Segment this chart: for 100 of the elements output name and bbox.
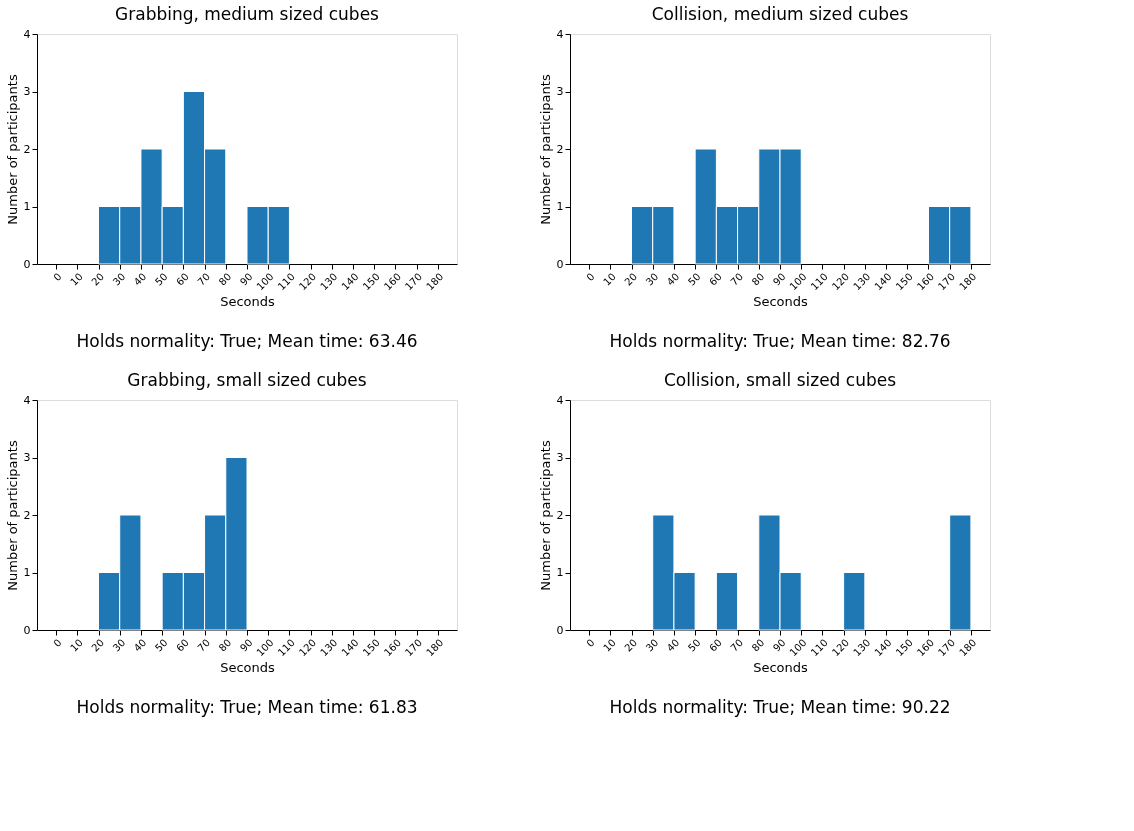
x-tick-label: 130 bbox=[851, 636, 873, 659]
x-axis-title: Seconds bbox=[753, 294, 809, 310]
x-tick-label: 160 bbox=[381, 270, 404, 293]
x-axis-title: Seconds bbox=[220, 294, 276, 310]
x-tick-label: 40 bbox=[131, 270, 149, 288]
x-tick-label: 90 bbox=[770, 270, 788, 288]
y-tick-label: 0 bbox=[23, 257, 31, 271]
y-tick-label: 3 bbox=[556, 85, 564, 98]
x-axis-title: Seconds bbox=[753, 660, 809, 676]
text: Holds normality: True; Mean time: 61.83 bbox=[76, 697, 418, 717]
x-tick-label: 170 bbox=[935, 270, 958, 293]
x-tick-label: 90 bbox=[237, 270, 255, 288]
x-tick-label: 150 bbox=[360, 270, 382, 293]
x-tick-label: 180 bbox=[957, 270, 979, 293]
y-tick-label: 2 bbox=[556, 142, 564, 156]
text: Holds normality: True; Mean time: 82.76 bbox=[609, 331, 951, 351]
x-tick-label: 80 bbox=[216, 636, 234, 654]
x-axis-title: Seconds bbox=[220, 660, 276, 676]
y-tick-label: 1 bbox=[23, 566, 31, 579]
x-tick-label: 0 bbox=[584, 270, 597, 284]
x-tick-label: 110 bbox=[808, 636, 830, 659]
x-tick-label: 50 bbox=[685, 636, 703, 654]
x-tick-label: 80 bbox=[749, 636, 767, 654]
y-tick-label: 3 bbox=[23, 85, 31, 98]
y-tick-label: 2 bbox=[23, 142, 31, 156]
x-tick-label: 90 bbox=[237, 636, 255, 654]
x-tick-label: 130 bbox=[318, 270, 340, 293]
x-tick-label: 10 bbox=[68, 636, 85, 654]
x-tick-label: 70 bbox=[728, 270, 746, 288]
x-tick-label: 40 bbox=[664, 270, 682, 288]
x-tick-label: 50 bbox=[152, 636, 170, 654]
text: Holds normality: True; Mean time: 63.46 bbox=[76, 331, 418, 351]
x-tick-label: 30 bbox=[110, 270, 128, 288]
x-tick-label: 10 bbox=[68, 270, 85, 288]
x-tick-label: 150 bbox=[893, 270, 915, 293]
x-tick-label: 100 bbox=[254, 270, 276, 293]
x-tick-label: 130 bbox=[851, 270, 873, 293]
x-tick-label: 140 bbox=[872, 636, 894, 659]
x-tick-label: 120 bbox=[296, 270, 319, 293]
x-tick-label: 120 bbox=[829, 636, 852, 659]
chart-title: Grabbing, medium sized cubes bbox=[115, 4, 380, 24]
x-tick-label: 60 bbox=[174, 270, 191, 288]
x-tick-label: 50 bbox=[685, 270, 703, 288]
x-tick-label: 140 bbox=[339, 636, 361, 659]
x-tick-label: 20 bbox=[622, 270, 640, 288]
y-axis-title: Number of participants bbox=[537, 74, 553, 225]
y-tick-label: 1 bbox=[23, 200, 31, 213]
x-tick-label: 80 bbox=[216, 270, 234, 288]
y-axis-title: Number of participants bbox=[537, 440, 553, 591]
x-tick-label: 170 bbox=[402, 636, 425, 659]
x-tick-label: 70 bbox=[195, 636, 213, 654]
x-tick-label: 30 bbox=[110, 636, 128, 654]
x-tick-label: 130 bbox=[318, 636, 340, 659]
x-tick-label: 120 bbox=[829, 270, 852, 293]
y-tick-label: 0 bbox=[556, 623, 564, 637]
x-tick-label: 40 bbox=[131, 636, 149, 654]
x-tick-label: 150 bbox=[360, 636, 382, 659]
y-tick-label: 4 bbox=[556, 393, 564, 407]
x-tick-label: 20 bbox=[89, 636, 107, 654]
x-tick-label: 10 bbox=[601, 636, 618, 654]
y-tick-label: 1 bbox=[556, 200, 564, 213]
chart-title: Collision, medium sized cubes bbox=[651, 4, 909, 24]
x-tick-label: 40 bbox=[664, 636, 682, 654]
x-tick-label: 180 bbox=[424, 636, 446, 659]
x-tick-label: 170 bbox=[935, 636, 958, 659]
x-tick-label: 180 bbox=[957, 636, 979, 659]
y-axis-title: Number of participants bbox=[4, 74, 20, 225]
y-tick-label: 4 bbox=[23, 27, 31, 41]
x-tick-label: 60 bbox=[707, 270, 724, 288]
chart-title: Collision, small sized cubes bbox=[663, 370, 897, 390]
x-tick-label: 30 bbox=[643, 270, 661, 288]
text: Holds normality: True; Mean time: 90.22 bbox=[609, 697, 951, 717]
x-tick-label: 20 bbox=[622, 636, 640, 654]
x-tick-label: 140 bbox=[872, 270, 894, 293]
x-tick-label: 160 bbox=[914, 636, 937, 659]
x-tick-label: 0 bbox=[584, 636, 597, 650]
x-tick-label: 60 bbox=[174, 636, 191, 654]
x-tick-label: 20 bbox=[89, 270, 107, 288]
x-tick-label: 100 bbox=[787, 270, 809, 293]
y-axis-title: Number of participants bbox=[4, 440, 20, 591]
x-tick-label: 160 bbox=[914, 270, 937, 293]
x-tick-label: 0 bbox=[51, 270, 64, 284]
y-tick-label: 2 bbox=[23, 508, 31, 522]
y-tick-label: 2 bbox=[556, 508, 564, 522]
x-tick-label: 30 bbox=[643, 636, 661, 654]
x-tick-label: 110 bbox=[275, 636, 297, 659]
x-tick-label: 70 bbox=[728, 636, 746, 654]
x-tick-label: 170 bbox=[402, 270, 425, 293]
x-tick-label: 80 bbox=[749, 270, 767, 288]
x-tick-label: 100 bbox=[254, 636, 276, 659]
x-tick-label: 110 bbox=[275, 270, 297, 293]
x-tick-label: 160 bbox=[381, 636, 404, 659]
x-tick-label: 100 bbox=[787, 636, 809, 659]
x-tick-label: 140 bbox=[339, 270, 361, 293]
y-tick-label: 0 bbox=[23, 623, 31, 637]
x-tick-label: 10 bbox=[601, 270, 618, 288]
y-tick-label: 4 bbox=[23, 393, 31, 407]
x-tick-label: 120 bbox=[296, 636, 319, 659]
x-tick-label: 70 bbox=[195, 270, 213, 288]
chart-title: Grabbing, small sized cubes bbox=[127, 370, 367, 390]
